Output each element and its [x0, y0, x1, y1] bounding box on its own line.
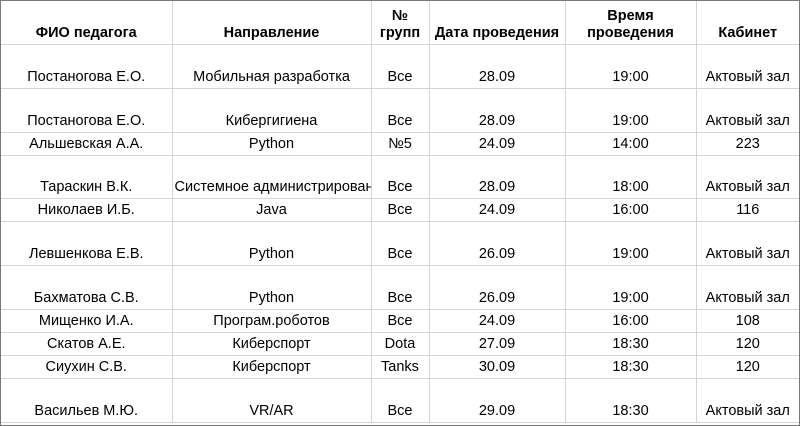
- cell-groups[interactable]: Tanks: [371, 355, 430, 379]
- cell-groups[interactable]: Все: [371, 88, 430, 133]
- cell-room[interactable]: 120: [696, 332, 799, 356]
- cell-groups[interactable]: Все: [371, 265, 430, 310]
- cell-groups[interactable]: Все: [371, 378, 430, 423]
- cell-date[interactable]: 24.09: [429, 198, 566, 222]
- cell-groups[interactable]: Все: [371, 198, 430, 222]
- table-row: Постаногова Е.О. Мобильная разработка Вс…: [1, 44, 799, 89]
- cell-time[interactable]: 16:00: [565, 198, 697, 222]
- cell-room[interactable]: 108: [696, 309, 799, 333]
- cell-teacher[interactable]: Бахматова С.В.: [1, 265, 173, 310]
- cell-teacher[interactable]: Скатов А.Е.: [1, 332, 173, 356]
- cell-teacher[interactable]: Левшенкова Е.В.: [1, 221, 173, 266]
- cell-direction[interactable]: Мобильная разработка: [172, 44, 372, 89]
- cell-direction[interactable]: Кибергигиена: [172, 88, 372, 133]
- header-time[interactable]: Время проведения: [565, 1, 697, 45]
- cell-time[interactable]: 16:00: [565, 309, 697, 333]
- cell-room[interactable]: 120: [696, 355, 799, 379]
- cell-date[interactable]: 26.09: [429, 221, 566, 266]
- cell-time[interactable]: 18:00: [565, 155, 697, 199]
- cell-date[interactable]: 28.09: [429, 44, 566, 89]
- cell-room[interactable]: Актовый зал: [696, 88, 799, 133]
- table-row: Постаногова Е.О. Кибергигиена Все 28.09 …: [1, 88, 799, 133]
- table-row: Левшенкова Е.В. Python Все 26.09 19:00 А…: [1, 221, 799, 266]
- cell-direction[interactable]: Киберспорт: [172, 355, 372, 379]
- header-room[interactable]: Кабинет: [696, 1, 799, 45]
- cell-teacher[interactable]: Николаев И.Б.: [1, 198, 173, 222]
- cell-date[interactable]: 27.09: [429, 332, 566, 356]
- cell-room[interactable]: 223: [696, 132, 799, 156]
- cell-time[interactable]: 19:00: [565, 265, 697, 310]
- table-row: Бахматова С.В. Python Все 26.09 19:00 Ак…: [1, 265, 799, 310]
- cell-teacher[interactable]: Альшевская А.А.: [1, 132, 173, 156]
- cell-time[interactable]: 19:00: [565, 221, 697, 266]
- cell-teacher[interactable]: Тараскин В.К.: [1, 155, 173, 199]
- cell-time[interactable]: 18:30: [565, 332, 697, 356]
- cell-time[interactable]: 19:00: [565, 88, 697, 133]
- cell-room[interactable]: 116: [696, 198, 799, 222]
- cell-room[interactable]: Актовый зал: [696, 221, 799, 266]
- cell-date[interactable]: 24.09: [429, 309, 566, 333]
- cell-date[interactable]: 28.09: [429, 88, 566, 133]
- cell-teacher[interactable]: Постаногова Е.О.: [1, 44, 173, 89]
- cell-direction[interactable]: Системное администрирование: [172, 155, 372, 199]
- cell-direction[interactable]: Java: [172, 198, 372, 222]
- cell-date[interactable]: 26.09: [429, 265, 566, 310]
- table-row: Альшевская А.А. Python №5 24.09 14:00 22…: [1, 132, 799, 156]
- cell-groups[interactable]: Все: [371, 44, 430, 89]
- cell-direction[interactable]: VR/AR: [172, 378, 372, 423]
- cell-direction[interactable]: Python: [172, 265, 372, 310]
- cell-room[interactable]: Актовый зал: [696, 155, 799, 199]
- cell-direction[interactable]: Python: [172, 221, 372, 266]
- cell-teacher[interactable]: Васильев М.Ю.: [1, 378, 173, 423]
- header-row: ФИО педагога Направление № групп Дата пр…: [1, 1, 799, 45]
- table-row: Скатов А.Е. Киберспорт Dota 27.09 18:30 …: [1, 332, 799, 356]
- table-row: Васильев М.Ю. VR/AR Все 29.09 18:30 Акто…: [1, 378, 799, 423]
- table-row: Мищенко И.А. Програм.роботов Все 24.09 1…: [1, 309, 799, 333]
- cell-time[interactable]: 18:30: [565, 355, 697, 379]
- cell-date[interactable]: 28.09: [429, 155, 566, 199]
- cell-groups[interactable]: Dota: [371, 332, 430, 356]
- table-row: Сиухин С.В. Киберспорт Tanks 30.09 18:30…: [1, 355, 799, 379]
- cell-groups[interactable]: Все: [371, 309, 430, 333]
- cell-teacher[interactable]: Мищенко И.А.: [1, 309, 173, 333]
- cell-time[interactable]: 19:00: [565, 44, 697, 89]
- header-direction[interactable]: Направление: [172, 1, 372, 45]
- header-date[interactable]: Дата проведения: [429, 1, 566, 45]
- cell-room[interactable]: Актовый зал: [696, 378, 799, 423]
- cell-direction[interactable]: Програм.роботов: [172, 309, 372, 333]
- table-row: Николаев И.Б. Java Все 24.09 16:00 116: [1, 198, 799, 222]
- cell-direction[interactable]: Python: [172, 132, 372, 156]
- table-row: Тараскин В.К. Системное администрировани…: [1, 155, 799, 199]
- cell-groups[interactable]: №5: [371, 132, 430, 156]
- header-teacher[interactable]: ФИО педагога: [1, 1, 173, 45]
- cell-room[interactable]: Актовый зал: [696, 265, 799, 310]
- cell-time[interactable]: 18:30: [565, 378, 697, 423]
- cell-teacher[interactable]: Сиухин С.В.: [1, 355, 173, 379]
- cell-groups[interactable]: Все: [371, 155, 430, 199]
- header-groups[interactable]: № групп: [371, 1, 430, 45]
- cell-time[interactable]: 14:00: [565, 132, 697, 156]
- cell-date[interactable]: 29.09: [429, 378, 566, 423]
- cell-teacher[interactable]: Постаногова Е.О.: [1, 88, 173, 133]
- cell-groups[interactable]: Все: [371, 221, 430, 266]
- cell-room[interactable]: Актовый зал: [696, 44, 799, 89]
- cell-direction[interactable]: Киберспорт: [172, 332, 372, 356]
- cell-date[interactable]: 30.09: [429, 355, 566, 379]
- cell-date[interactable]: 24.09: [429, 132, 566, 156]
